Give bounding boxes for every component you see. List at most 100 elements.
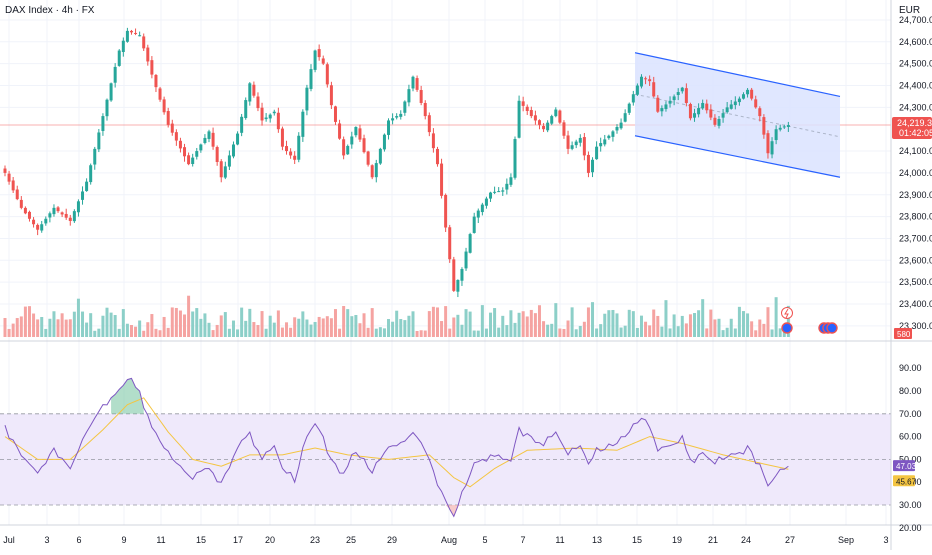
candle-body xyxy=(623,113,627,122)
candle-body xyxy=(607,135,611,139)
candle-body xyxy=(407,89,411,103)
time-tick-label: 23 xyxy=(310,535,320,545)
volume-bar xyxy=(260,311,264,337)
volume-bar xyxy=(158,330,162,337)
volume-bar xyxy=(162,316,166,337)
candle-body xyxy=(644,78,648,80)
rsi-ma-line xyxy=(4,397,789,488)
candle-body xyxy=(750,89,754,99)
volume-bar xyxy=(586,307,590,337)
volume-bar xyxy=(521,311,525,337)
candle-body xyxy=(525,106,529,111)
volume-bar xyxy=(693,313,697,337)
volume-bar xyxy=(48,318,52,337)
volume-bar xyxy=(142,330,146,337)
candle-body xyxy=(476,210,480,218)
volume-bar xyxy=(256,325,260,337)
candle-body xyxy=(721,113,725,118)
candle-body xyxy=(231,144,235,157)
candle-body xyxy=(664,104,668,110)
volume-bar xyxy=(370,308,374,337)
candle-body xyxy=(554,109,558,117)
volume-bar xyxy=(603,313,607,337)
event-markers[interactable] xyxy=(781,307,838,334)
candle-body xyxy=(199,144,203,151)
time-tick-label: 21 xyxy=(708,535,718,545)
candle-body xyxy=(513,139,517,178)
candle-body xyxy=(297,135,301,160)
volume-bar xyxy=(415,330,419,337)
candle-body xyxy=(399,113,403,117)
volume-bar xyxy=(354,314,358,337)
candle-body xyxy=(415,78,419,90)
rsi-value-label: 47.03 xyxy=(896,462,917,471)
volume-bar xyxy=(362,313,366,337)
volume-bar xyxy=(427,311,431,337)
candle-body xyxy=(395,116,399,118)
volume-bar xyxy=(684,323,688,337)
candle-body xyxy=(464,251,468,269)
volume-bar xyxy=(272,322,276,337)
candle-body xyxy=(509,177,513,185)
volume-bar xyxy=(11,323,15,337)
candle-body xyxy=(227,155,231,167)
volume-bar xyxy=(64,319,68,337)
candle-body xyxy=(76,201,80,213)
candle-body xyxy=(276,112,280,130)
time-tick-label: 5 xyxy=(482,535,487,545)
volume-bar xyxy=(178,310,182,337)
volume-bar xyxy=(493,308,497,337)
candle-body xyxy=(448,227,452,260)
volume-bar xyxy=(191,311,195,337)
candle-body xyxy=(256,96,260,109)
volume-bar xyxy=(195,308,199,337)
candle-body xyxy=(774,129,778,141)
volume-bar xyxy=(211,330,215,337)
channel-mid-line xyxy=(634,93,841,138)
volume-bar xyxy=(431,306,435,337)
candle-body xyxy=(142,36,146,49)
rsi-tick-label: 90.00 xyxy=(899,363,922,373)
candle-body xyxy=(366,151,370,165)
volume-bar xyxy=(770,329,774,337)
time-axis[interactable]: Jul 3 6 9 11 15 17 20 23 25 29 Aug 5 7 11 13 15 19 21 24 27 S… xyxy=(3,535,888,545)
candle-body xyxy=(170,123,174,133)
volume-bar xyxy=(146,322,150,337)
currency-label[interactable]: EUR xyxy=(899,5,920,16)
rsi-axis[interactable]: 90.0080.0070.0060.0050.0040.0030.0020.00… xyxy=(893,363,922,533)
candle-body xyxy=(342,139,346,156)
candle-body xyxy=(162,99,166,113)
volume-bar xyxy=(244,320,248,337)
volume-bar xyxy=(236,329,240,337)
event-marker-icon xyxy=(781,322,793,334)
price-axis[interactable]: 24,700.00 24,600.00 24,500.00 24,400.00 24,3… xyxy=(892,15,932,339)
candle-body xyxy=(452,259,456,291)
volume-bar xyxy=(786,305,790,337)
volume-bar xyxy=(325,316,329,337)
volume-bar xyxy=(472,330,476,337)
time-tick-label: 20 xyxy=(265,535,275,545)
volume-bar xyxy=(374,328,378,337)
volume-bar xyxy=(468,311,472,337)
candle-body xyxy=(219,161,223,178)
volume-bar xyxy=(395,310,399,337)
candle-body xyxy=(93,148,97,165)
candle-body xyxy=(338,123,342,139)
candle-body xyxy=(272,111,276,114)
candle-body xyxy=(468,234,472,253)
symbol-title[interactable]: DAX Index · 4h · FX xyxy=(5,5,95,16)
volume-bar xyxy=(713,319,717,337)
volume-bar xyxy=(68,319,72,337)
candle-body xyxy=(431,133,435,149)
volume-bar xyxy=(280,327,284,337)
candle-body xyxy=(44,218,48,224)
volume-bar xyxy=(97,328,101,337)
candle-body xyxy=(264,117,268,120)
volume-bar xyxy=(44,328,48,337)
candle-body xyxy=(619,122,623,129)
volume-bar xyxy=(607,310,611,337)
rsi-tick-label: 20.00 xyxy=(899,523,922,533)
candle-body xyxy=(154,75,158,88)
candle-body xyxy=(166,111,170,125)
